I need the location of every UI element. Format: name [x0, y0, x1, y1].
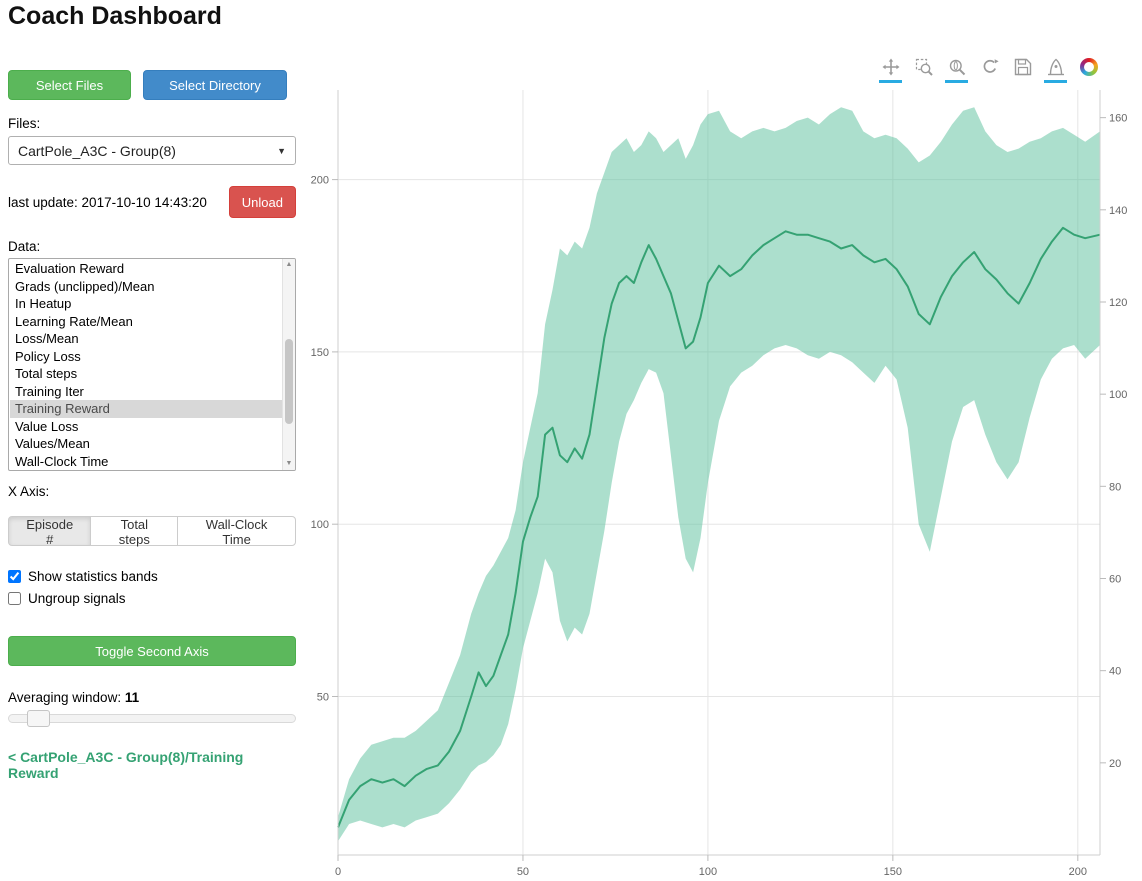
x-tick-label: 200 [1069, 866, 1087, 878]
data-list-item[interactable]: Training Reward [10, 400, 282, 418]
last-update-label: last update: 2017-10-10 14:43:20 [8, 194, 207, 210]
pan-tool-icon[interactable] [879, 58, 902, 83]
training-reward-plot[interactable]: 50 100 150 200 20 40 60 80 100 120 140 160 0 50 100 150… [300, 50, 1142, 881]
x-axis-label: X Axis: [8, 484, 50, 499]
x-tick-label: 100 [699, 866, 717, 878]
data-list-item[interactable]: Learning Rate/Mean [15, 313, 133, 329]
show-bands-row[interactable]: Show statistics bands [8, 569, 296, 584]
data-list: Evaluation Reward Grads (unclipped)/Mean I… [10, 260, 282, 469]
data-list-item[interactable]: Grads (unclipped)/Mean [15, 278, 155, 294]
select-files-button[interactable]: Select Files [8, 70, 131, 100]
bokeh-logo[interactable] [1077, 58, 1100, 83]
x-tick-label: 150 [884, 866, 902, 878]
show-bands-checkbox[interactable] [8, 570, 21, 583]
file-buttons-row: Select Files Select Directory [8, 70, 296, 100]
sidebar: Select Files Select Directory Files: Car… [8, 70, 297, 781]
ungroup-signals-checkbox[interactable] [8, 592, 21, 605]
data-list-item[interactable]: Values/Mean [15, 436, 90, 452]
y-right-tick-label: 140 [1109, 205, 1127, 217]
data-listbox[interactable]: Evaluation Reward Grads (unclipped)/Mean I… [8, 258, 296, 471]
data-list-item[interactable]: Policy Loss [15, 348, 81, 364]
files-label: Files: [8, 116, 41, 131]
mean-line [337, 226, 1101, 828]
chevron-down-icon: ▼ [277, 145, 286, 156]
y-left-tick-label: 200 [311, 175, 329, 187]
bokeh-logo-ring [1079, 58, 1098, 76]
plot-toolbar [879, 58, 1100, 83]
x-axis-option-episode-[interactable]: Episode # [8, 516, 92, 547]
y-left-tick-label: 150 [311, 347, 329, 359]
stat-band [338, 107, 1100, 842]
listbox-scrollbar[interactable]: ▲ ▼ [282, 259, 295, 470]
data-list-item[interactable]: In Heatup [15, 296, 72, 312]
data-label: Data: [8, 239, 41, 254]
y-right-tick-label: 100 [1109, 389, 1127, 401]
show-bands-label: Show statistics bands [28, 569, 158, 584]
y-left-tick-label: 50 [317, 691, 329, 703]
reset-icon[interactable] [978, 58, 1001, 83]
x-axis-option-wall-clock-time[interactable]: Wall-Clock Time [177, 516, 297, 547]
scrollbar-up-arrow-icon[interactable]: ▲ [285, 261, 293, 268]
averaging-window-row: Averaging window: 11 [8, 690, 296, 705]
averaging-window-value: 11 [124, 690, 140, 705]
toggle-second-axis-button[interactable]: Toggle Second Axis [8, 636, 296, 666]
files-select-value: CartPole_A3C - Group(8) [18, 142, 176, 159]
chart-area: 50 100 150 200 20 40 60 80 100 120 140 160 0 50 100 150… [300, 50, 1142, 881]
y-right-tick-label: 80 [1109, 481, 1121, 493]
data-list-item[interactable]: Training Iter [15, 383, 84, 399]
data-list-item[interactable]: Evaluation Reward [15, 261, 125, 276]
unload-button[interactable]: Unload [228, 186, 296, 218]
y-right-tick-label: 20 [1109, 758, 1121, 770]
averaging-window-slider[interactable] [8, 710, 296, 727]
data-list-item[interactable]: Value Loss [15, 418, 79, 434]
files-select[interactable]: CartPole_A3C - Group(8) ▼ [8, 136, 296, 165]
averaging-window-label: Averaging window: [8, 690, 122, 705]
box-zoom-icon[interactable] [912, 58, 935, 83]
y-left-tick-label: 100 [311, 519, 329, 531]
ungroup-signals-row[interactable]: Ungroup signals [8, 591, 296, 606]
hover-tool-icon[interactable] [1044, 58, 1067, 83]
last-update-row: last update: 2017-10-10 14:43:20 Unload [8, 186, 296, 218]
breadcrumb-link[interactable]: < CartPole_A3C - Group(8)/Training Rewar… [8, 749, 244, 781]
data-list-item[interactable]: Loss/Mean [15, 331, 79, 347]
data-list-item[interactable]: Wall-Clock Time [15, 454, 109, 470]
wheel-zoom-icon[interactable] [945, 58, 968, 83]
page-title: Coach Dashboard [8, 2, 222, 30]
y-right-tick-label: 60 [1109, 573, 1121, 585]
ungroup-signals-label: Ungroup signals [28, 591, 126, 606]
scrollbar-down-arrow-icon[interactable]: ▼ [285, 460, 293, 467]
y-right-tick-label: 120 [1109, 297, 1127, 309]
slider-handle[interactable] [27, 710, 50, 727]
scrollbar-thumb[interactable] [285, 339, 293, 424]
save-icon[interactable] [1011, 58, 1034, 83]
data-list-item[interactable]: Total steps [15, 366, 78, 382]
select-directory-button[interactable]: Select Directory [143, 70, 287, 100]
x-axis-button-group: Episode # Total steps Wall-Clock Time [8, 516, 297, 547]
x-tick-label: 0 [335, 866, 341, 878]
x-axis-option-total-steps[interactable]: Total steps [90, 516, 179, 547]
y-right-tick-label: 40 [1109, 666, 1121, 678]
y-right-tick-label: 160 [1109, 113, 1127, 125]
x-tick-label: 50 [517, 866, 529, 878]
